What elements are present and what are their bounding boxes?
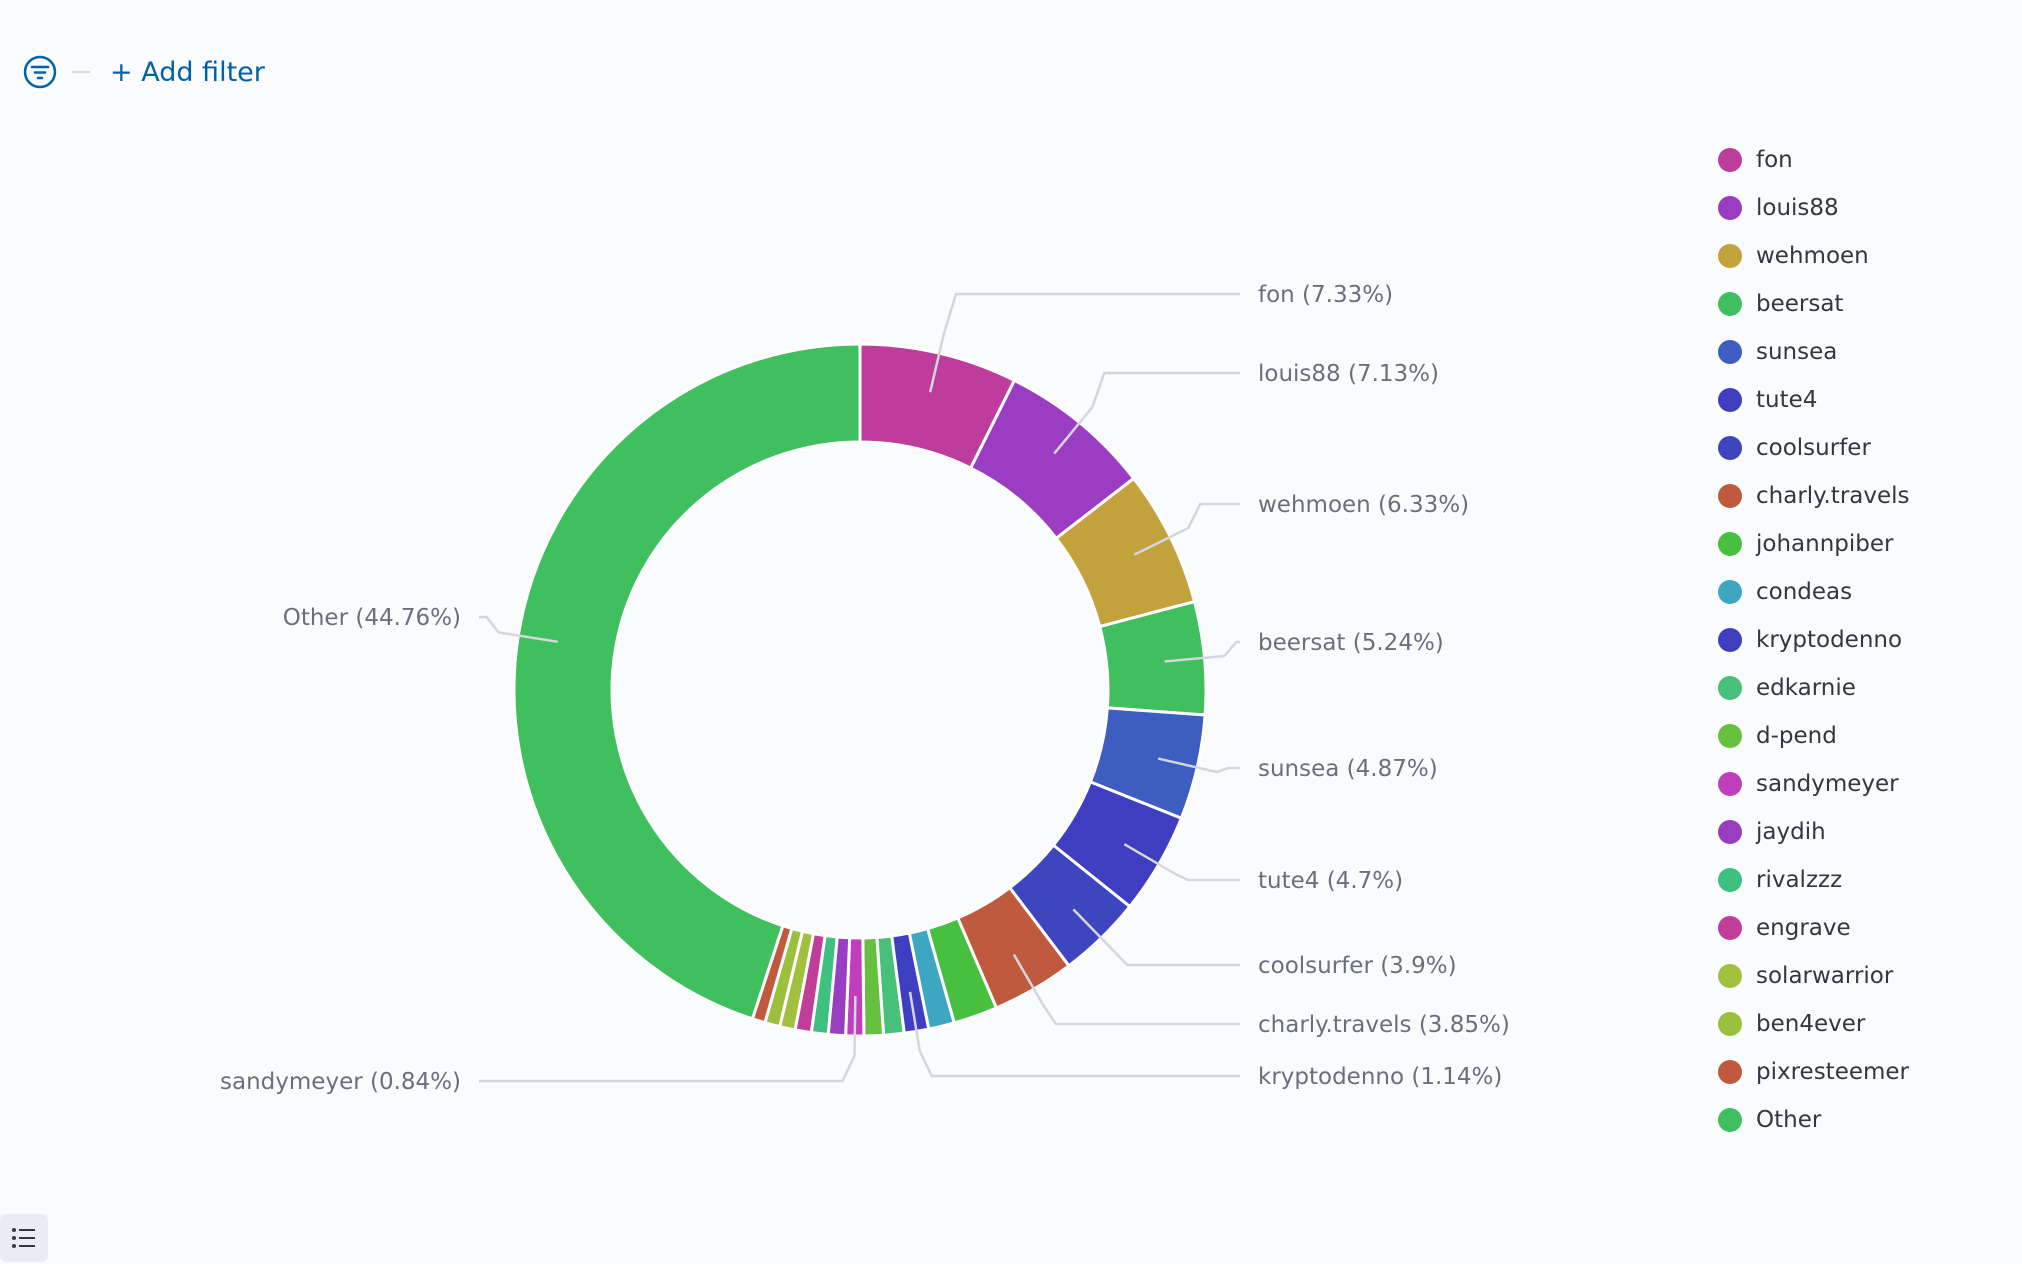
legend-item-sunsea[interactable]: sunsea bbox=[1718, 328, 1910, 376]
legend-item-ben4ever[interactable]: ben4ever bbox=[1718, 1000, 1910, 1048]
slice-other[interactable] bbox=[512, 342, 862, 1021]
legend-color-dot bbox=[1718, 292, 1742, 316]
legend-item-coolsurfer[interactable]: coolsurfer bbox=[1718, 424, 1910, 472]
legend-label: Other bbox=[1756, 1107, 1822, 1133]
legend-color-dot bbox=[1718, 772, 1742, 796]
leader-line-kryptodenno bbox=[908, 991, 1240, 1078]
legend-label: d-pend bbox=[1756, 723, 1837, 749]
legend-color-dot bbox=[1718, 964, 1742, 988]
legend-label: ben4ever bbox=[1756, 1011, 1866, 1037]
legend-item-pixresteemer[interactable]: pixresteemer bbox=[1718, 1048, 1910, 1096]
legend-label: engrave bbox=[1756, 915, 1851, 941]
slice-label-louis88: louis88 (7.13%) bbox=[1258, 361, 1439, 387]
legend-color-dot bbox=[1718, 388, 1742, 412]
legend-label: rivalzzz bbox=[1756, 867, 1843, 893]
legend-label: wehmoen bbox=[1756, 243, 1869, 269]
legend-label: charly.travels bbox=[1756, 483, 1910, 509]
legend-item-tute4[interactable]: tute4 bbox=[1718, 376, 1910, 424]
legend-item-johannpiber[interactable]: johannpiber bbox=[1718, 520, 1910, 568]
slice-label-beersat: beersat (5.24%) bbox=[1258, 630, 1444, 656]
slice-label-sunsea: sunsea (4.87%) bbox=[1258, 756, 1438, 782]
slices bbox=[512, 342, 1208, 1038]
slice-label-kryptodenno: kryptodenno (1.14%) bbox=[1258, 1064, 1502, 1090]
leader-line-sunsea bbox=[1157, 757, 1240, 774]
legend-color-dot bbox=[1718, 148, 1742, 172]
slice-label-wehmoen: wehmoen (6.33%) bbox=[1258, 492, 1469, 518]
legend-label: edkarnie bbox=[1756, 675, 1856, 701]
legend-color-dot bbox=[1718, 532, 1742, 556]
legend-color-dot bbox=[1718, 340, 1742, 364]
legend-color-dot bbox=[1718, 628, 1742, 652]
label-leader-lines bbox=[479, 292, 1240, 1083]
legend-label: fon bbox=[1756, 147, 1793, 173]
legend-label: jaydih bbox=[1756, 819, 1826, 845]
leader-line-wehmoen bbox=[1133, 502, 1240, 556]
legend-label: louis88 bbox=[1756, 195, 1839, 221]
slice-label-other: Other (44.76%) bbox=[283, 605, 461, 631]
leader-line-coolsurfer bbox=[1072, 908, 1240, 967]
legend-color-dot bbox=[1718, 1060, 1742, 1084]
legend-color-dot bbox=[1718, 724, 1742, 748]
legend-color-dot bbox=[1718, 484, 1742, 508]
legend-label: johannpiber bbox=[1756, 531, 1894, 557]
legend-label: kryptodenno bbox=[1756, 627, 1903, 653]
leader-line-tute4 bbox=[1123, 843, 1240, 882]
legend-item-rivalzzz[interactable]: rivalzzz bbox=[1718, 856, 1910, 904]
legend-item-other[interactable]: Other bbox=[1718, 1096, 1910, 1144]
leader-line-fon bbox=[928, 292, 1240, 393]
legend-label: sunsea bbox=[1756, 339, 1838, 365]
legend-item-solarwarrior[interactable]: solarwarrior bbox=[1718, 952, 1910, 1000]
legend-label: condeas bbox=[1756, 579, 1853, 605]
chart-legend: fon louis88 wehmoen beersat sunsea tute4 cools… bbox=[1718, 136, 1910, 1144]
legend-color-dot bbox=[1718, 436, 1742, 460]
leader-line-other bbox=[479, 615, 559, 644]
legend-color-dot bbox=[1718, 244, 1742, 268]
slice-label-coolsurfer: coolsurfer (3.9%) bbox=[1258, 953, 1457, 979]
add-filter-button[interactable]: + Add filter bbox=[110, 56, 265, 88]
legend-label: sandymeyer bbox=[1756, 771, 1899, 797]
legend-item-kryptodenno[interactable]: kryptodenno bbox=[1718, 616, 1910, 664]
legend-item-jaydih[interactable]: jaydih bbox=[1718, 808, 1910, 856]
legend-label: solarwarrior bbox=[1756, 963, 1894, 989]
legend-color-dot bbox=[1718, 580, 1742, 604]
leader-line-louis88 bbox=[1053, 371, 1240, 455]
list-icon bbox=[12, 1228, 35, 1248]
donut-chart: fon (7.33%) louis88 (7.13%) wehmoen (6.33%… bbox=[220, 282, 1510, 1095]
legend-item-edkarnie[interactable]: edkarnie bbox=[1718, 664, 1910, 712]
legend-color-dot bbox=[1718, 676, 1742, 700]
legend-item-louis88[interactable]: louis88 bbox=[1718, 184, 1910, 232]
leader-line-sandymeyer bbox=[479, 995, 857, 1083]
legend-item-fon[interactable]: fon bbox=[1718, 136, 1910, 184]
legend-label: beersat bbox=[1756, 291, 1844, 317]
leader-line-charly-travels bbox=[1012, 953, 1240, 1026]
leader-line-beersat bbox=[1164, 640, 1240, 663]
legend-label: tute4 bbox=[1756, 387, 1818, 413]
slice-label-tute4: tute4 (4.7%) bbox=[1258, 868, 1403, 894]
legend-color-dot bbox=[1718, 916, 1742, 940]
filter-separator bbox=[72, 71, 90, 73]
legend-item-d-pend[interactable]: d-pend bbox=[1718, 712, 1910, 760]
legend-item-wehmoen[interactable]: wehmoen bbox=[1718, 232, 1910, 280]
legend-color-dot bbox=[1718, 820, 1742, 844]
slice-label-charly-travels: charly.travels (3.85%) bbox=[1258, 1012, 1510, 1038]
legend-color-dot bbox=[1718, 868, 1742, 892]
filter-bar: + Add filter bbox=[22, 50, 265, 94]
legend-item-sandymeyer[interactable]: sandymeyer bbox=[1718, 760, 1910, 808]
legend-item-beersat[interactable]: beersat bbox=[1718, 280, 1910, 328]
legend-item-condeas[interactable]: condeas bbox=[1718, 568, 1910, 616]
filter-icon[interactable] bbox=[22, 54, 58, 90]
legend-item-engrave[interactable]: engrave bbox=[1718, 904, 1910, 952]
legend-label: pixresteemer bbox=[1756, 1059, 1910, 1085]
slice-label-sandymeyer: sandymeyer (0.84%) bbox=[220, 1069, 461, 1095]
slice-labels: fon (7.33%) louis88 (7.13%) wehmoen (6.33%… bbox=[220, 282, 1510, 1095]
legend-toggle-button[interactable] bbox=[0, 1214, 48, 1262]
legend-label: coolsurfer bbox=[1756, 435, 1871, 461]
legend-color-dot bbox=[1718, 1012, 1742, 1036]
slice-label-fon: fon (7.33%) bbox=[1258, 282, 1393, 308]
legend-color-dot bbox=[1718, 196, 1742, 220]
legend-item-charly-travels[interactable]: charly.travels bbox=[1718, 472, 1910, 520]
legend-color-dot bbox=[1718, 1108, 1742, 1132]
